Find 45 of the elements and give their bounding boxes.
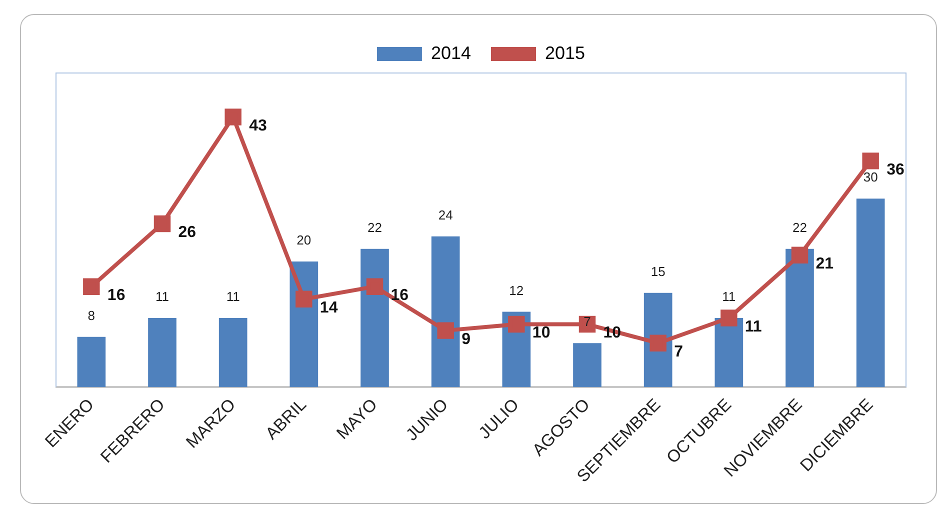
data-label: 36 — [886, 161, 904, 178]
data-label: 8 — [88, 308, 96, 323]
data-label: 24 — [438, 207, 453, 222]
bar — [786, 248, 814, 388]
data-label: 30 — [863, 170, 878, 185]
point — [366, 278, 384, 295]
data-label: 22 — [368, 220, 382, 235]
bar — [77, 336, 106, 388]
legend-label: 2015 — [545, 42, 586, 63]
point — [720, 310, 738, 326]
bar — [360, 248, 389, 388]
point — [508, 316, 525, 333]
data-label: 9 — [462, 330, 471, 348]
data-label: 22 — [792, 220, 807, 235]
point — [224, 108, 242, 126]
data-label: 11 — [744, 318, 762, 336]
bar — [856, 198, 885, 388]
bar — [431, 236, 460, 388]
data-label: 15 — [650, 264, 666, 279]
data-label: 11 — [156, 289, 169, 304]
data-label: 43 — [249, 117, 267, 134]
bar — [714, 318, 744, 388]
data-label: 11 — [226, 289, 240, 304]
data-label: 21 — [816, 256, 834, 273]
point — [83, 278, 100, 295]
point — [650, 334, 666, 352]
data-label: 11 — [722, 289, 736, 304]
bar — [573, 343, 602, 388]
legend-label: 2014 — [430, 42, 472, 63]
data-label: 26 — [178, 224, 196, 242]
point — [862, 152, 879, 170]
bar — [218, 318, 248, 388]
data-label: 7 — [584, 314, 591, 330]
point — [296, 290, 312, 308]
data-label: 12 — [509, 282, 524, 298]
data-label: 20 — [296, 232, 312, 248]
data-label: 16 — [390, 286, 409, 304]
point — [154, 215, 171, 232]
data-label: 16 — [107, 286, 126, 304]
point — [437, 322, 454, 339]
data-label: 7 — [674, 344, 684, 361]
bar — [148, 318, 176, 388]
data-label: 10 — [532, 324, 550, 342]
data-label: 14 — [320, 300, 338, 317]
point — [791, 246, 808, 264]
